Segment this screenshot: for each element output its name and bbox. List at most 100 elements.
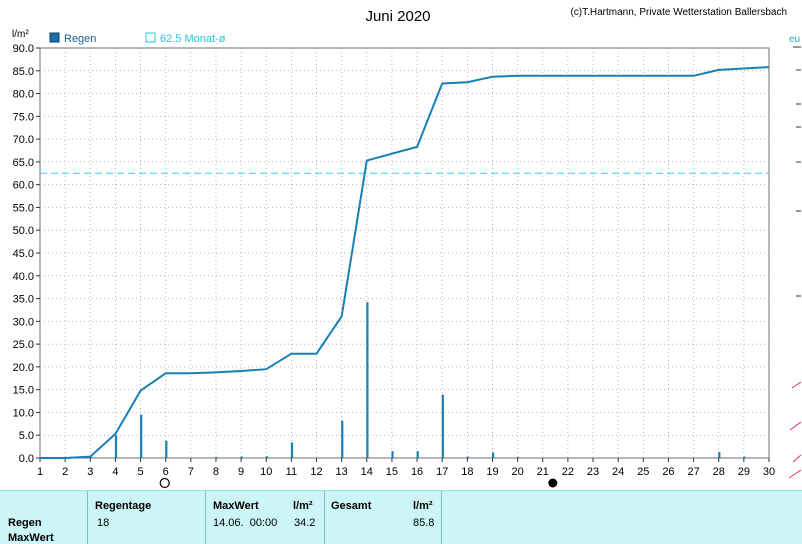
stats-divider: [324, 491, 325, 544]
right-edge-ticks: [793, 46, 801, 297]
copyright-text: (c)T.Hartmann, Private Wetterstation Bal…: [570, 7, 787, 18]
rain-bar: [240, 456, 243, 458]
y-tick-label: 90.0: [13, 43, 34, 55]
x-tick-label: 24: [612, 466, 624, 478]
x-tick-label: 5: [137, 466, 143, 478]
stats-divider: [87, 491, 88, 544]
y-tick-label: 5.0: [19, 430, 34, 442]
y-tick-label: 45.0: [13, 248, 34, 260]
chart-title: Juni 2020: [365, 8, 430, 25]
right-edge-text: eu: [789, 34, 800, 45]
x-tick-label: 2: [62, 466, 68, 478]
statistics-panel: Regen MaxWert Regentage 18 MaxWert l/m² …: [0, 490, 802, 544]
y-tick-label: 65.0: [13, 157, 34, 169]
rain-bar: [366, 302, 369, 458]
rain-bar: [114, 435, 118, 458]
maxwert-value: 34.2: [294, 517, 316, 529]
grid-lines: [40, 48, 769, 458]
rain-chart: Juni 2020 (c)T.Hartmann, Private Wetters…: [12, 7, 802, 489]
decor-lines: [788, 381, 802, 479]
x-tick-label: 17: [436, 466, 448, 478]
y-tick-label: 10.0: [13, 407, 34, 419]
x-axis: 1 2 3 4 5 6 7 8 9 10 11 12 13 14 15 16 17 18 19 20 21 22 23 24 2…: [37, 458, 775, 478]
row-label-regen: Regen: [8, 517, 42, 529]
maxwert-date: 14.06. 00:00: [213, 517, 278, 529]
maxwert-unit: l/m²: [293, 500, 313, 512]
x-tick-label: 21: [537, 466, 549, 478]
moon-markers: [159, 477, 558, 489]
full-moon-icon: [159, 477, 170, 489]
x-tick-label: 10: [260, 466, 272, 478]
rain-bar: [265, 456, 268, 458]
rain-bar: [165, 440, 168, 458]
new-moon-icon: [548, 478, 558, 488]
y-tick-label: 0.0: [19, 453, 34, 465]
y-tick-label: 20.0: [13, 362, 34, 374]
y-tick-label: 50.0: [13, 225, 34, 237]
x-tick-label: 29: [738, 466, 750, 478]
gesamt-value: 85.8: [413, 517, 435, 529]
stats-divider: [441, 491, 442, 544]
cumulative-line-group: [40, 66, 770, 459]
rain-bar: [140, 414, 143, 458]
x-tick-label: 26: [662, 466, 674, 478]
maxwert-header: MaxWert: [213, 500, 259, 512]
rain-bar: [517, 457, 520, 458]
y-tick-label: 85.0: [13, 66, 34, 78]
legend-avg-swatch: [145, 32, 156, 43]
y-tick-label: 80.0: [13, 89, 34, 101]
stats-divider: [205, 491, 206, 544]
x-tick-label: 11: [286, 466, 297, 478]
x-tick-label: 30: [763, 466, 775, 478]
rain-bar: [743, 456, 746, 458]
x-tick-label: 1: [37, 466, 43, 478]
gesamt-header: Gesamt: [331, 500, 372, 512]
x-tick-label: 18: [461, 466, 473, 478]
y-tick-label: 40.0: [13, 271, 34, 283]
rain-bar: [391, 451, 394, 458]
cumulative-line: [40, 66, 770, 459]
y-tick-label: 30.0: [13, 316, 34, 328]
rain-bar: [341, 420, 344, 458]
x-tick-label: 6: [163, 466, 169, 478]
x-tick-label: 8: [213, 466, 219, 478]
rain-bar: [441, 394, 444, 458]
x-tick-label: 20: [511, 466, 523, 478]
gesamt-unit: l/m²: [413, 500, 433, 512]
legend-rain-swatch: [49, 32, 60, 43]
regentage-value: 18: [97, 517, 110, 529]
x-tick-label: 27: [687, 466, 699, 478]
row-label-maxwert: MaxWert: [8, 532, 54, 544]
y-tick-label: 70.0: [13, 134, 34, 146]
rain-bar: [718, 452, 721, 458]
y-tick-label: 55.0: [13, 202, 34, 214]
rain-bar: [215, 457, 218, 458]
x-tick-label: 22: [562, 466, 574, 478]
x-tick-label: 3: [87, 466, 93, 478]
x-tick-label: 16: [411, 466, 423, 478]
rain-bars: [89, 302, 746, 458]
legend-rain-label: Regen: [64, 33, 96, 45]
y-tick-label: 60.0: [13, 180, 34, 192]
x-tick-label: 7: [188, 466, 194, 478]
y-tick-label: 15.0: [13, 385, 34, 397]
x-tick-label: 25: [637, 466, 649, 478]
y-unit-label: l/m²: [12, 29, 29, 40]
x-tick-label: 23: [587, 466, 599, 478]
regentage-header: Regentage: [95, 500, 152, 512]
x-tick-label: 4: [112, 466, 118, 478]
x-tick-label: 28: [713, 466, 725, 478]
y-axis: 0.0 5.0 10.0 15.0 20.0 25.0 30.0 35.0 40.0 45.0 50…: [13, 43, 40, 465]
rain-bar: [466, 456, 470, 458]
rain-bar: [491, 452, 495, 458]
rain-bar: [416, 451, 419, 458]
legend-avg-label: 62.5 Monat-ø: [160, 33, 226, 45]
y-tick-label: 25.0: [13, 339, 34, 351]
x-tick-label: 12: [310, 466, 322, 478]
x-tick-label: 13: [336, 466, 348, 478]
y-tick-label: 35.0: [13, 294, 34, 306]
rain-bar: [290, 442, 294, 458]
x-tick-label: 14: [361, 466, 373, 478]
x-tick-label: 15: [386, 466, 398, 478]
x-tick-label: 19: [486, 466, 498, 478]
